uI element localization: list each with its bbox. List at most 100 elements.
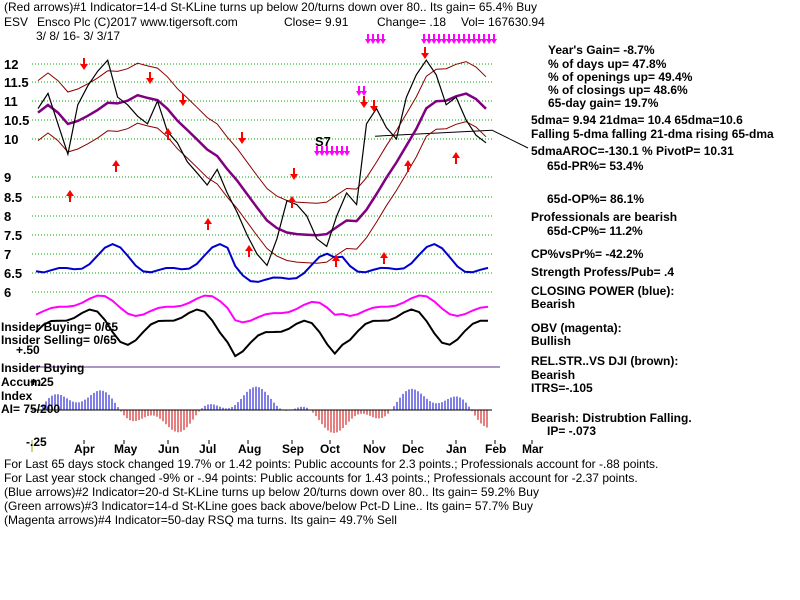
magenta-sell-arrow [324,146,330,156]
magenta-sell-arrow [491,34,497,44]
y-tick-label: 7.5 [4,228,22,243]
stat-days-up: % of days up= 47.8% [548,57,667,71]
red-buy-arrow [204,218,212,230]
red-sell-arrow [360,96,368,108]
red-buy-arrow [112,160,120,172]
closing-power-label: CLOSING POWER (blue): [531,284,675,298]
stat-strength: Strength Profess/Pub= .4 [531,265,675,279]
distribution-label: Bearish: Distrubtion Falling. [531,411,692,425]
stat-closings-up: % of closings up= 48.6% [548,83,688,97]
change-value: Change= .18 [377,15,447,29]
magenta-sell-arrow [446,34,452,44]
x-tick-label: May [114,442,138,456]
y-tick-label: 7 [4,247,11,262]
ip-value: IP= -.073 [547,424,597,438]
stat-65-day-gain: 65-day gain= 19.7% [548,96,659,110]
closing-power-line [35,243,489,283]
y-tick-label: 6 [4,285,11,300]
y-tick-label: 10.5 [4,113,29,128]
obv-label: OBV (magenta): [531,321,622,335]
header-indicator-1: (Red arrows)#1 Indicator=14-d St-KLine t… [4,0,537,14]
red-sell-arrow [238,132,246,144]
relstr-value: Bearish [531,368,576,382]
closing-power-value: Bearish [531,297,576,311]
magenta-sell-arrow [334,146,340,156]
stat-cp: 65d-CP%= 11.2% [547,224,643,238]
magenta-sell-arrow [486,34,492,44]
magenta-sell-arrow [356,86,362,96]
y-tick-label: 11.5 [4,75,29,90]
magenta-sell-arrow [421,34,427,44]
magenta-sell-arrow [344,146,350,156]
x-tick-label: Jul [199,442,216,456]
company-name: Ensco Plc (C)2017 www.tigersoft.com [37,15,238,29]
magenta-sell-arrow [380,34,386,44]
y-tick-label: 8.5 [4,190,22,205]
s7-label: S7 [315,134,331,149]
ai-value: AI= 75/200 [1,402,61,416]
volume-value: Vol= 167630.94 [461,15,545,29]
upper-band [37,61,487,204]
y-tick-label: 10 [4,132,18,147]
stat-dma-trend: Falling 5-dma falling 21-dma rising 65-d… [531,127,774,141]
pivot-pointer [491,129,529,149]
insider-buying-count: Insider Buying= 0/65 [1,320,119,334]
x-tick-label: Nov [363,442,386,456]
magenta-sell-arrow [314,146,320,156]
magenta-sell-arrow [361,86,367,96]
accum-label: Accum [1,375,42,389]
footer-indicator-3: (Green arrows)#3 Indicator=14-d St-KLine… [4,499,533,513]
x-tick-label: Oct [320,442,340,456]
lower-band [37,121,487,264]
accum-scale-minus25: -.25 [26,435,47,449]
insider-selling-count: Insider Selling= 0/65 [1,333,117,347]
magenta-sell-arrow [451,34,457,44]
x-tick-label: Sep [282,442,304,456]
stat-pr: 65d-PR%= 53.4% [547,159,644,173]
footer-65-day-change: For Last 65 days stock changed 19.7% or … [4,457,659,471]
stat-dma: 5dma= 9.94 21dma= 10.4 65dma=10.6 [531,113,743,127]
magenta-sell-arrow [471,34,477,44]
relstr-label: REL.STR..VS DJI (brown): [531,354,679,368]
y-tick-label: 11 [4,94,18,109]
y-tick-label: 12 [4,57,18,72]
x-tick-label: Apr [74,442,95,456]
pivot-line [374,129,493,137]
red-buy-arrow [66,190,74,202]
magenta-sell-arrow [339,146,345,156]
red-sell-arrow [179,94,187,106]
stat-professionals: Professionals are bearish [531,210,678,224]
red-buy-arrow [380,252,388,264]
red-sell-arrow [80,58,88,70]
red-buy-arrow [288,196,296,208]
red-buy-arrow [404,160,412,172]
price-line [37,58,487,267]
magenta-sell-arrow [375,34,381,44]
x-tick-label: Jun [158,442,179,456]
magenta-sell-arrow [441,34,447,44]
stat-aroc-pivot: 5dmaAROC=-130.1 % PivotP= 10.31 [531,144,734,158]
relstr-line [35,308,488,358]
magenta-sell-arrow [436,34,442,44]
close-value: Close= 9.91 [284,15,349,29]
footer-indicator-2: (Blue arrows)#2 Indicator=20-d St-KLine … [4,485,539,499]
magenta-sell-arrow [319,146,325,156]
ticker-symbol: ESV [4,15,29,29]
index-label: Index [1,389,33,403]
x-tick-label: Mar [522,442,544,456]
magenta-sell-arrow [370,34,376,44]
obv-value: Bullish [531,334,572,348]
accum-scale-plus25: +.25 [30,375,54,389]
insider-buying-label: Insider Buying [1,361,85,375]
red-buy-arrow [452,152,460,164]
itrs-value: ITRS=-.105 [531,381,593,395]
stat-years-gain: Year's Gain= -8.7% [548,43,655,57]
magenta-sell-arrow [476,34,482,44]
y-tick-label: 6.5 [4,266,22,281]
obv-line [35,294,489,324]
x-tick-label: Aug [238,442,261,456]
magenta-sell-arrow [466,34,472,44]
y-tick-label: 8 [4,209,11,224]
red-sell-arrow [370,100,378,112]
magenta-sell-arrow [329,146,335,156]
